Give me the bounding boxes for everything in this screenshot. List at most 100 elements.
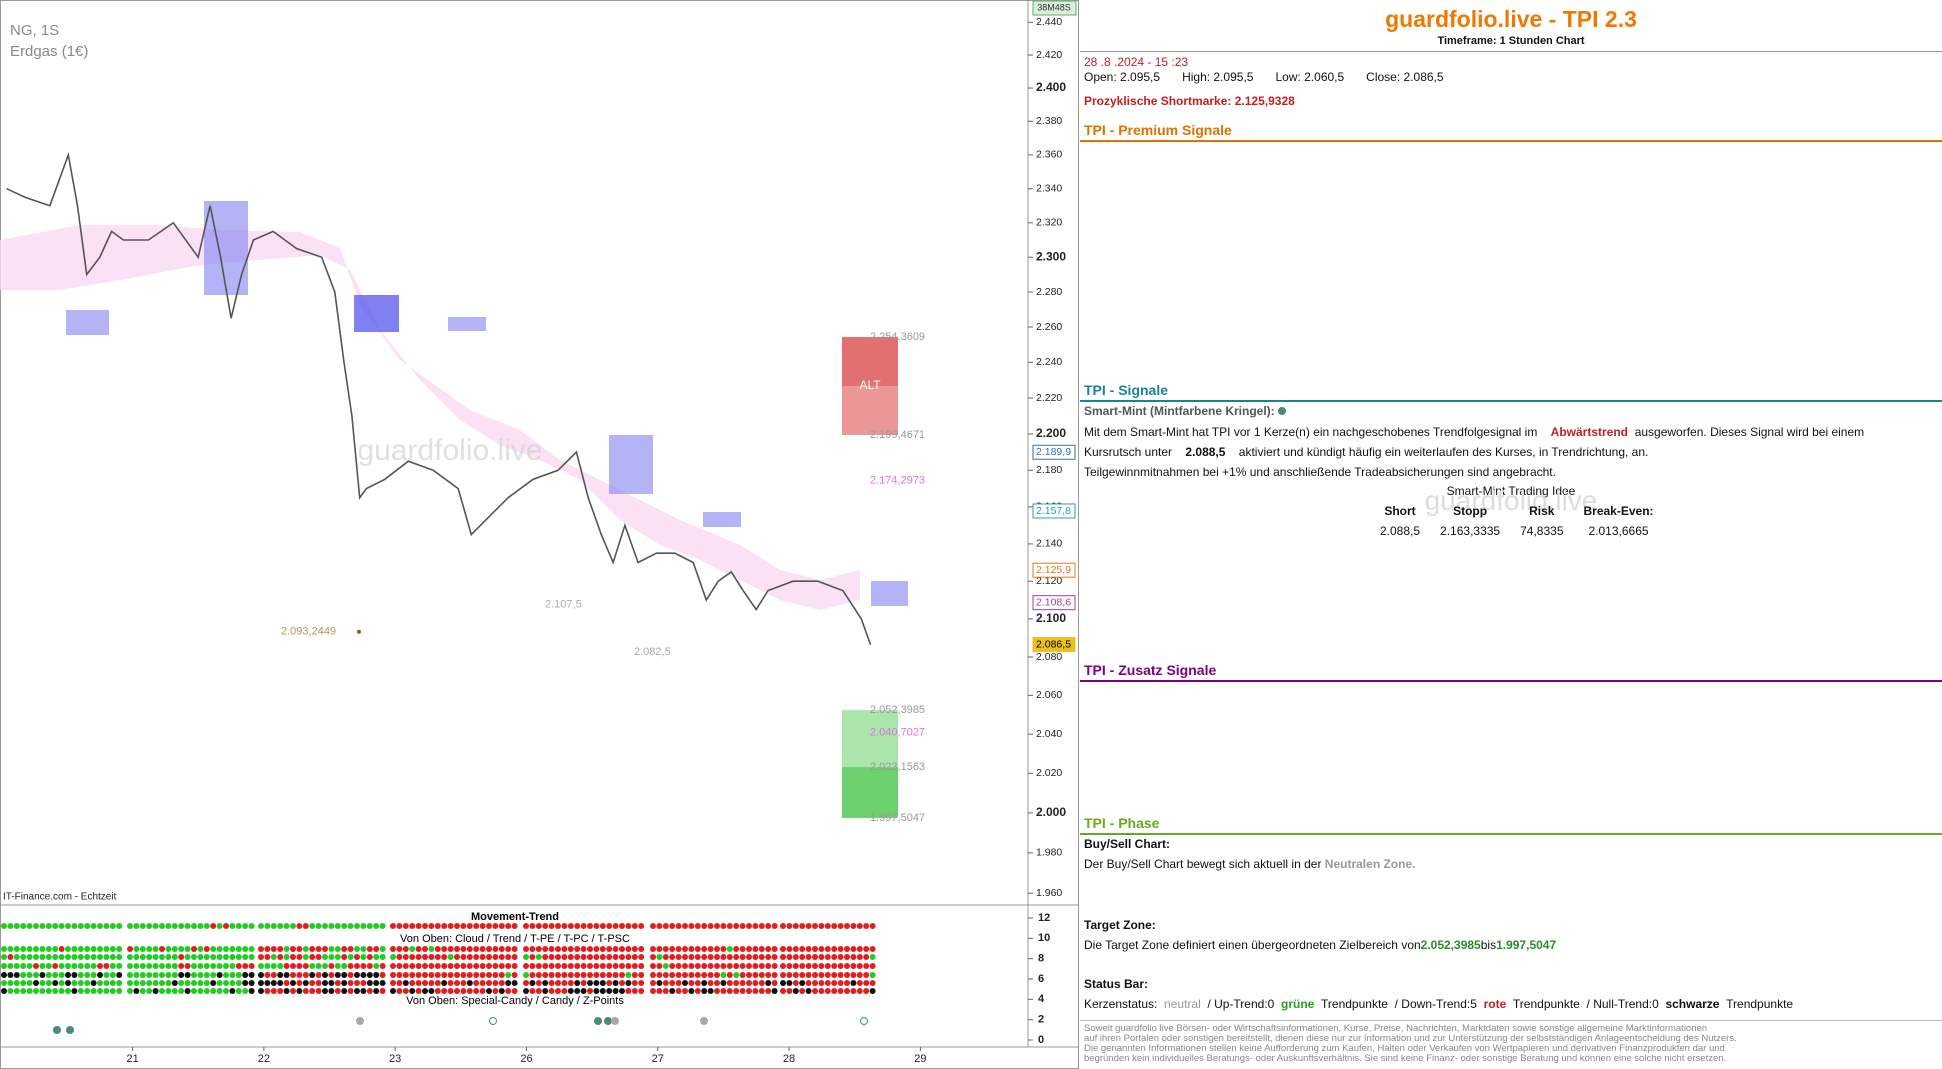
status-dot bbox=[7, 963, 14, 969]
status-dot bbox=[682, 980, 688, 986]
y-tick-label: 2.060 bbox=[1036, 689, 1062, 701]
price-marker-label: 2.157,8 bbox=[1036, 505, 1071, 517]
status-dot bbox=[869, 972, 876, 978]
status-dot bbox=[612, 954, 619, 960]
status-dot bbox=[322, 988, 328, 994]
status-dot bbox=[548, 954, 555, 960]
status-dot bbox=[347, 946, 354, 952]
status-dot bbox=[223, 972, 229, 978]
status-dot bbox=[656, 946, 663, 952]
status-dot bbox=[818, 954, 825, 960]
status-dot bbox=[758, 954, 765, 960]
status-dot bbox=[90, 963, 97, 969]
status-dot bbox=[434, 988, 441, 994]
status-dot bbox=[159, 946, 165, 952]
status-dot bbox=[542, 946, 549, 952]
status-dot bbox=[109, 963, 116, 969]
status-dot bbox=[309, 954, 316, 960]
idea-row: 2.088,5 2.163,3335 74,8335 2.013,6665 bbox=[1370, 518, 1664, 538]
status-dot bbox=[235, 972, 242, 978]
annotation: 2.254,3609 bbox=[870, 331, 925, 343]
status-dot bbox=[373, 923, 380, 929]
status-dot bbox=[322, 946, 328, 952]
status-dot bbox=[109, 980, 116, 986]
status-dot bbox=[133, 980, 140, 986]
status-dot bbox=[422, 946, 428, 952]
section-line bbox=[1080, 680, 1942, 682]
status-dot bbox=[752, 963, 759, 969]
status-dot bbox=[191, 963, 197, 969]
symbol: NG, 1S bbox=[10, 22, 59, 39]
status-dot bbox=[347, 972, 354, 978]
status-dot bbox=[856, 972, 863, 978]
status-dot bbox=[739, 963, 746, 969]
status-dot bbox=[824, 946, 831, 952]
status-dot bbox=[171, 988, 178, 994]
status-dot bbox=[505, 972, 512, 978]
status-dot bbox=[529, 988, 536, 994]
status-dot bbox=[479, 946, 486, 952]
text: Trendpunkte bbox=[1321, 997, 1388, 1011]
price-marker-label: 2.086,5 bbox=[1036, 638, 1071, 650]
status-dot bbox=[662, 980, 669, 986]
status-dot bbox=[844, 923, 850, 929]
status-dot bbox=[523, 980, 529, 986]
status-dot bbox=[197, 954, 204, 960]
status-dot bbox=[799, 954, 806, 960]
smartmint-label: Smart-Mint (Mintfarbene Kringel): bbox=[1084, 404, 1287, 418]
status-dot bbox=[511, 946, 518, 952]
status-dot bbox=[856, 963, 863, 969]
status-dot bbox=[264, 963, 271, 969]
status-dot bbox=[20, 923, 27, 929]
status-dot bbox=[366, 988, 373, 994]
idea-cell: 2.088,5 bbox=[1380, 524, 1421, 538]
status-dot bbox=[466, 963, 473, 969]
price-marker-label: 2.189,9 bbox=[1036, 446, 1071, 458]
status-dot bbox=[765, 923, 772, 929]
status-dot bbox=[26, 972, 33, 978]
status-dot bbox=[216, 988, 223, 994]
status-dot bbox=[235, 980, 242, 986]
status-dot bbox=[479, 954, 486, 960]
status-dot bbox=[765, 954, 772, 960]
status-dot bbox=[492, 923, 499, 929]
status-dot bbox=[511, 972, 518, 978]
status-dot bbox=[277, 972, 284, 978]
status-dot bbox=[39, 988, 46, 994]
status-dot bbox=[127, 972, 133, 978]
status-dot bbox=[656, 980, 663, 986]
idea-cell: 2.013,6665 bbox=[1588, 524, 1649, 538]
zone-label: ALT bbox=[859, 378, 881, 392]
status-dot bbox=[402, 988, 409, 994]
status-dot bbox=[184, 988, 191, 994]
status-dot bbox=[171, 954, 178, 960]
status-dot bbox=[765, 988, 772, 994]
status-dot bbox=[415, 963, 422, 969]
status-dot bbox=[720, 946, 727, 952]
status-dot bbox=[619, 980, 625, 986]
status-dot bbox=[146, 980, 153, 986]
status-dot bbox=[334, 980, 341, 986]
status-dot bbox=[675, 946, 682, 952]
status-dot bbox=[65, 954, 71, 960]
status-dot bbox=[746, 988, 752, 994]
status-dot bbox=[422, 954, 428, 960]
chart: NG, 1S Erdgas (1€) IT-Finance.com - Echt… bbox=[0, 0, 1079, 1069]
status-dot bbox=[45, 980, 52, 986]
status-dot bbox=[133, 972, 140, 978]
status-dot bbox=[84, 980, 91, 986]
status-dot bbox=[360, 972, 367, 978]
status-dot bbox=[593, 963, 600, 969]
status-dot bbox=[58, 972, 65, 978]
status-dot bbox=[258, 988, 264, 994]
status-dot bbox=[619, 946, 625, 952]
status-dot bbox=[631, 988, 638, 994]
status-dot bbox=[567, 946, 574, 952]
status-dot bbox=[638, 972, 645, 978]
status-dot bbox=[65, 946, 71, 952]
status-dot bbox=[567, 963, 574, 969]
status-dot bbox=[473, 980, 480, 986]
status-dot bbox=[277, 963, 284, 969]
status-dot bbox=[844, 980, 850, 986]
status-dot bbox=[90, 980, 97, 986]
